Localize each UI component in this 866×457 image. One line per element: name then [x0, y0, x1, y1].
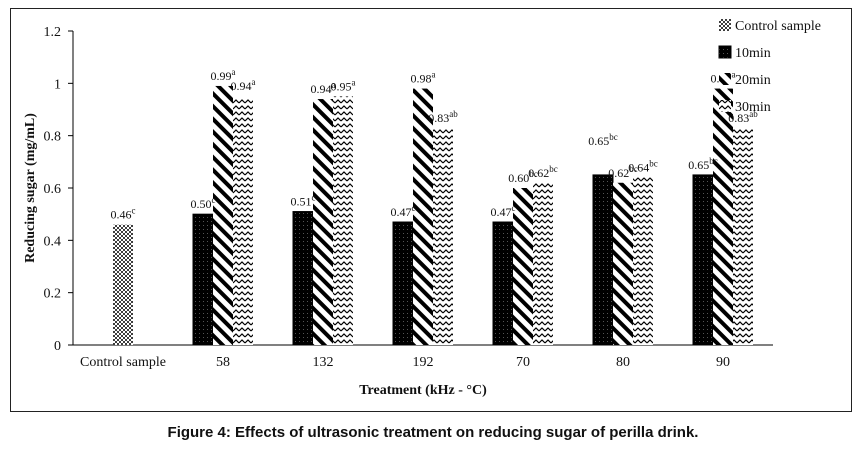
x-axis-title: Treatment (kHz - °C)	[359, 383, 487, 398]
legend-label: 10min	[735, 46, 771, 61]
bar-30min-80	[633, 177, 653, 345]
bar-20min-192	[413, 88, 433, 346]
data-label: 0.46c	[111, 206, 136, 222]
bar-10min-132	[292, 211, 314, 346]
legend-swatch-30min	[719, 100, 731, 112]
data-label: 0.95a	[331, 77, 356, 93]
data-label: 0.47c	[491, 203, 516, 219]
data-label: 0.94a	[311, 80, 336, 96]
data-label: 0.62bc	[528, 164, 558, 180]
legend-label: Control sample	[735, 19, 821, 34]
data-label: 0.65bc	[588, 132, 618, 148]
data-label: 0.50c	[191, 195, 216, 211]
bar-control-sample-control-sample	[113, 224, 133, 345]
x-tick-label: 90	[716, 355, 730, 370]
y-axis-title: Reducing sugar (mg/mL)	[23, 113, 38, 263]
figure-caption: Figure 4: Effects of ultrasonic treatmen…	[167, 424, 699, 441]
bar-30min-58	[233, 99, 253, 346]
data-label: 0.83ab	[428, 109, 458, 125]
data-label: 0.51c	[291, 193, 316, 209]
bar-10min-80	[592, 174, 614, 346]
y-tick-label: 0.4	[44, 234, 62, 249]
bar-30min-90	[733, 127, 753, 345]
data-label: 0.64bc	[628, 159, 658, 175]
x-tick-label: 70	[516, 355, 530, 370]
data-label: 0.47c	[391, 203, 416, 219]
y-tick-label: 0.2	[44, 287, 62, 302]
data-label: 0.98a	[411, 70, 436, 86]
bar-30min-192	[433, 127, 453, 345]
y-tick-label: 1	[54, 77, 61, 92]
bar-30min-132	[333, 96, 353, 346]
bar-20min-80	[613, 182, 633, 345]
bar-20min-70	[513, 188, 533, 345]
bar-10min-90	[692, 174, 714, 346]
x-tick-label: Control sample	[80, 355, 166, 370]
data-label: 0.94a	[231, 77, 256, 93]
bar-20min-132	[313, 99, 333, 346]
legend-swatch-control-sample	[719, 19, 731, 31]
bar-chart: 00.20.40.60.811.2 0.46c 0.50c0.99a0.94a0.…	[23, 19, 821, 398]
legend-label: 30min	[735, 100, 771, 115]
data-label: 0.83ab	[728, 109, 758, 125]
bar-10min-192	[392, 221, 414, 346]
y-tick-label: 0.8	[44, 130, 62, 145]
y-tick-label: 0.6	[44, 182, 62, 197]
data-label: 0.62bc	[608, 164, 638, 180]
bar-10min-70	[492, 221, 514, 346]
y-tick-label: 1.2	[44, 25, 62, 40]
x-tick-label: 192	[413, 355, 434, 370]
data-label: 0.65bc	[688, 156, 718, 172]
chart-frame: 0 0.2 0.4 0.6 0.8 1 1.2 0.46c 0.50c 0.99a 0.94a 0.…	[10, 8, 852, 412]
legend: Control sample 10min 20min 30min	[718, 19, 821, 115]
legend-swatch-20min	[719, 73, 731, 85]
bar-20min-58	[213, 85, 233, 345]
x-tick-label: 80	[616, 355, 630, 370]
legend-swatch-10min	[718, 45, 732, 59]
y-tick-label: 0	[54, 339, 61, 354]
x-tick-label: 58	[216, 355, 230, 370]
bar-10min-58	[192, 213, 214, 346]
bar-30min-70	[533, 182, 553, 345]
data-label: 0.60bc	[508, 169, 538, 185]
x-tick-label: 132	[313, 355, 334, 370]
legend-label: 20min	[735, 73, 771, 88]
data-label: 0.99a	[211, 67, 236, 83]
bar-20min-90	[713, 88, 733, 346]
